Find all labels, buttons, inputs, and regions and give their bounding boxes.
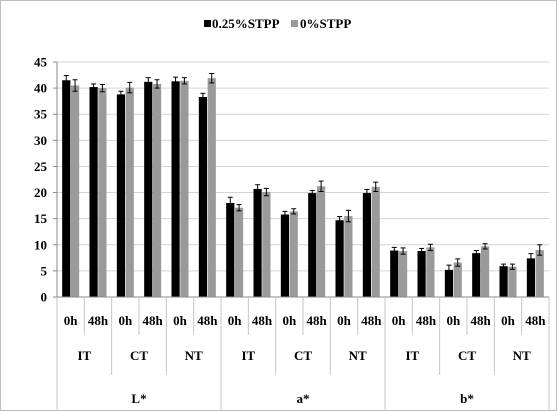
bar-stpp025 bbox=[526, 258, 536, 297]
y-tick-label: 30 bbox=[34, 133, 47, 148]
bar-stpp025 bbox=[198, 96, 208, 297]
y-tick-label: 0 bbox=[41, 290, 48, 305]
bar-stpp025 bbox=[226, 203, 235, 297]
bar-stpp0 bbox=[289, 211, 298, 297]
x-time-label: 48h bbox=[361, 313, 382, 328]
legend: 0.25%STPP 0%STPP bbox=[204, 16, 351, 31]
x-time-label: 0h bbox=[392, 313, 407, 328]
y-tick-label: 10 bbox=[34, 237, 47, 252]
bar-stpp025 bbox=[89, 87, 98, 297]
x-time-label: 0h bbox=[173, 313, 188, 328]
x-time-label: 0h bbox=[446, 313, 461, 328]
bar-stpp025 bbox=[335, 220, 344, 297]
x-group-label: NT bbox=[513, 348, 531, 363]
bar-stpp0 bbox=[316, 186, 326, 297]
bar-stpp0 bbox=[344, 216, 353, 297]
bar-stpp0 bbox=[98, 88, 107, 297]
x-super-group-label: a* bbox=[297, 391, 310, 406]
legend-swatch-1 bbox=[291, 20, 298, 27]
bar-stpp025 bbox=[472, 253, 481, 297]
x-time-label: 0h bbox=[282, 313, 297, 328]
x-time-label: 48h bbox=[252, 313, 273, 328]
bar-stpp025 bbox=[417, 251, 426, 297]
legend-label-1: 0%STPP bbox=[300, 16, 351, 31]
x-time-label: 0h bbox=[228, 313, 243, 328]
bar-stpp025 bbox=[499, 266, 508, 297]
bar-stpp025 bbox=[116, 94, 126, 297]
bar-stpp025 bbox=[308, 193, 317, 297]
x-group-label: IT bbox=[77, 348, 91, 363]
bar-stpp0 bbox=[152, 83, 162, 297]
bar-stpp0 bbox=[207, 78, 216, 297]
bar-stpp025 bbox=[444, 269, 454, 297]
gridlines bbox=[57, 61, 549, 272]
bars bbox=[62, 72, 544, 298]
bar-stpp025 bbox=[362, 193, 372, 297]
x-time-label: 48h bbox=[416, 313, 437, 328]
x-time-label: 0h bbox=[337, 313, 352, 328]
legend-label-0: 0.25%STPP bbox=[212, 16, 280, 31]
x-time-label: 48h bbox=[307, 313, 328, 328]
x-time-label: 48h bbox=[471, 313, 492, 328]
bar-stpp025 bbox=[390, 250, 399, 297]
bar-stpp025 bbox=[171, 81, 180, 297]
bar-stpp025 bbox=[280, 214, 290, 297]
x-time-label: 48h bbox=[143, 313, 164, 328]
y-tick-label: 15 bbox=[34, 211, 48, 226]
x-group-label: NT bbox=[185, 348, 203, 363]
bar-stpp0 bbox=[125, 87, 134, 297]
x-super-group-label: b* bbox=[460, 391, 474, 406]
bar-stpp025 bbox=[253, 188, 262, 297]
x-time-label: 0h bbox=[118, 313, 133, 328]
bar-stpp0 bbox=[480, 246, 490, 297]
x-time-label: 48h bbox=[197, 313, 218, 328]
bar-stpp025 bbox=[62, 80, 71, 298]
x-time-label: 0h bbox=[501, 313, 516, 328]
y-tick-label: 5 bbox=[41, 263, 48, 278]
y-tick-label: 40 bbox=[34, 81, 47, 96]
bar-stpp0 bbox=[508, 266, 517, 297]
bar-stpp0 bbox=[180, 80, 189, 297]
y-tick-label: 20 bbox=[34, 185, 47, 200]
y-tick-label: 25 bbox=[34, 159, 48, 174]
x-super-group-label: L* bbox=[131, 391, 146, 406]
bar-stpp025 bbox=[144, 81, 153, 297]
legend-swatch-0 bbox=[204, 20, 211, 27]
x-group-label: NT bbox=[349, 348, 367, 363]
bar-stpp0 bbox=[262, 192, 271, 297]
bar-stpp0 bbox=[398, 251, 408, 297]
x-time-label: 48h bbox=[88, 313, 109, 328]
bar-stpp0 bbox=[371, 186, 380, 297]
x-group-label: CT bbox=[130, 348, 148, 363]
x-group-label: IT bbox=[405, 348, 419, 363]
bar-stpp0 bbox=[535, 250, 544, 297]
x-group-label: CT bbox=[294, 348, 312, 363]
x-group-label: IT bbox=[241, 348, 255, 363]
y-tick-label: 35 bbox=[34, 107, 48, 122]
bar-stpp0 bbox=[70, 85, 80, 297]
x-group-label: CT bbox=[458, 348, 476, 363]
bar-stpp0 bbox=[426, 247, 435, 297]
bar-stpp0 bbox=[234, 207, 244, 297]
y-tick-label: 45 bbox=[34, 55, 48, 70]
y-axis-ticks: 0 5 10 15 20 25 30 35 40 45 bbox=[34, 55, 48, 305]
x-time-label: 0h bbox=[64, 313, 79, 328]
x-axis-labels: 0h 48h 0h 48h 0h 48h 0h 48h 0h 48h 0h 48h 0h 48h 0h 48h… bbox=[56, 297, 550, 411]
bar-stpp0 bbox=[453, 262, 462, 297]
x-time-label: 48h bbox=[525, 313, 546, 328]
